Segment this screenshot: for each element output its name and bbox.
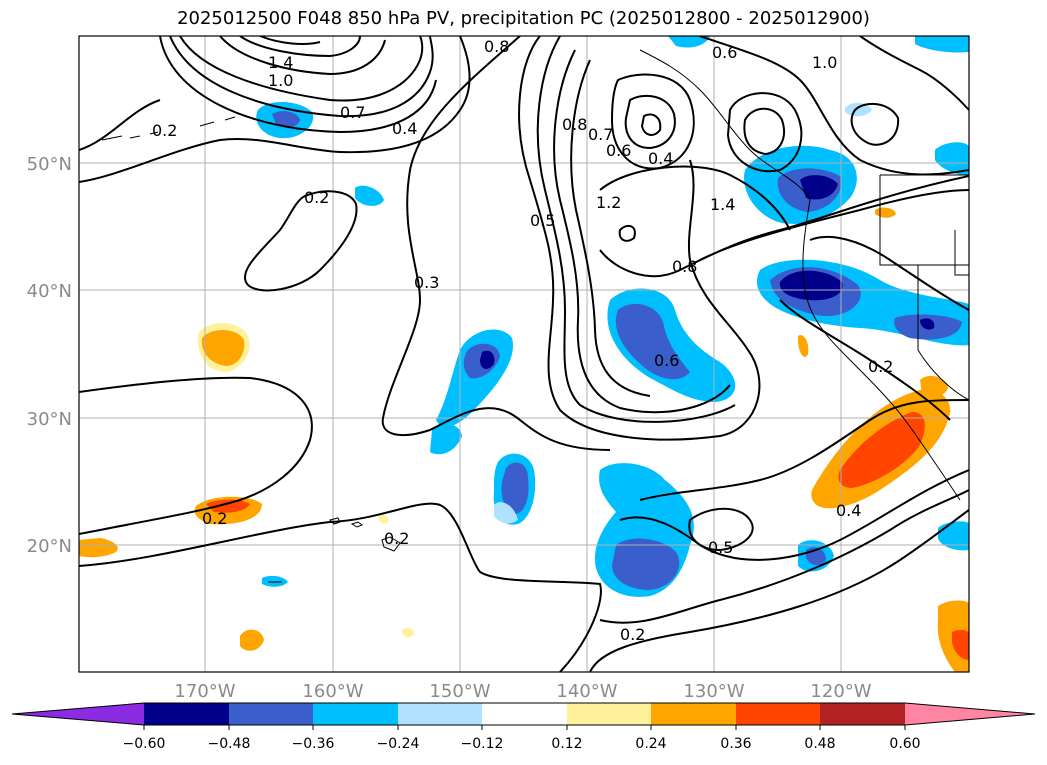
lat-tick-label: 40°N bbox=[27, 281, 72, 302]
contour-label: 0.5 bbox=[708, 538, 733, 557]
contour-label: 1.0 bbox=[268, 71, 293, 90]
map-gridlines bbox=[79, 36, 969, 672]
contour-label: 0.8 bbox=[672, 257, 697, 276]
contour-label: 0.6 bbox=[712, 43, 737, 62]
contour-label: 1.4 bbox=[710, 195, 735, 214]
contour-label: 0.8 bbox=[562, 115, 587, 134]
colorbar-label: −0.48 bbox=[208, 736, 251, 752]
colorbar-label: −0.12 bbox=[461, 736, 504, 752]
colorbar: −0.60 −0.48 −0.36 −0.24 −0.12 0.12 0.24 … bbox=[11, 702, 1036, 752]
colorbar-label: 0.48 bbox=[804, 736, 835, 752]
colorbar-extend-low bbox=[12, 703, 144, 725]
contour-label: 0.8 bbox=[484, 37, 509, 56]
contour-labels: 1.4 1.0 0.7 0.8 0.6 1.0 0.2 0.4 0.7 0.8 … bbox=[152, 37, 893, 644]
lon-tick-label: 170°W bbox=[174, 681, 235, 702]
lat-axis: 50°N 40°N 30°N 20°N bbox=[27, 154, 72, 557]
contour-label: 0.7 bbox=[588, 125, 613, 144]
contour-label: 0.2 bbox=[620, 625, 645, 644]
lon-tick-label: 140°W bbox=[556, 681, 617, 702]
colorbar-swatch bbox=[651, 703, 736, 725]
contour-label: 0.2 bbox=[868, 357, 893, 376]
contour-label: 0.4 bbox=[648, 149, 673, 168]
colorbar-swatch bbox=[313, 703, 398, 725]
colorbar-swatch bbox=[229, 703, 313, 725]
colorbar-swatch bbox=[736, 703, 820, 725]
contour-label: 0.4 bbox=[836, 501, 861, 520]
colorbar-label: −0.24 bbox=[377, 736, 420, 752]
contour-label: 0.2 bbox=[304, 188, 329, 207]
contour-label: 0.5 bbox=[530, 211, 555, 230]
colorbar-label: 0.60 bbox=[889, 736, 920, 752]
lon-tick-label: 150°W bbox=[429, 681, 490, 702]
colorbar-swatch bbox=[820, 703, 905, 725]
colorbar-swatch bbox=[567, 703, 651, 725]
colorbar-label: 0.24 bbox=[635, 736, 666, 752]
colorbar-label: −0.36 bbox=[292, 736, 335, 752]
colorbar-extend-high bbox=[905, 703, 1035, 725]
map-frame bbox=[78, 35, 970, 673]
map-title: 2025012500 F048 850 hPa PV, precipitatio… bbox=[177, 8, 870, 29]
contour-label: 0.2 bbox=[384, 529, 409, 548]
lon-axis: 170°W 160°W 150°W 140°W 130°W 120°W bbox=[174, 681, 871, 702]
pv-contours bbox=[79, 36, 969, 672]
lat-tick-label: 20°N bbox=[27, 536, 72, 557]
contour-label: 0.7 bbox=[340, 103, 365, 122]
contour-label: 1.4 bbox=[268, 53, 293, 72]
colorbar-swatch bbox=[482, 703, 567, 725]
colorbar-swatch bbox=[144, 703, 229, 725]
lon-tick-label: 120°W bbox=[810, 681, 871, 702]
contour-label: 0.6 bbox=[654, 351, 679, 370]
contour-label: 0.6 bbox=[606, 141, 631, 160]
contour-label: 0.2 bbox=[152, 121, 177, 140]
contour-label: 1.2 bbox=[596, 193, 621, 212]
lat-tick-label: 50°N bbox=[27, 154, 72, 175]
lon-tick-label: 160°W bbox=[302, 681, 363, 702]
colorbar-label: −0.60 bbox=[123, 736, 166, 752]
colorbar-label: 0.36 bbox=[720, 736, 751, 752]
contour-label: 0.3 bbox=[414, 273, 439, 292]
colorbar-label: 0.12 bbox=[551, 736, 582, 752]
contour-label: 0.2 bbox=[202, 509, 227, 528]
lon-tick-label: 130°W bbox=[683, 681, 744, 702]
contour-label: 0.4 bbox=[392, 119, 417, 138]
contour-label: 1.0 bbox=[812, 53, 837, 72]
colorbar-swatch bbox=[398, 703, 482, 725]
coastlines bbox=[101, 49, 969, 583]
lat-tick-label: 30°N bbox=[27, 409, 72, 430]
